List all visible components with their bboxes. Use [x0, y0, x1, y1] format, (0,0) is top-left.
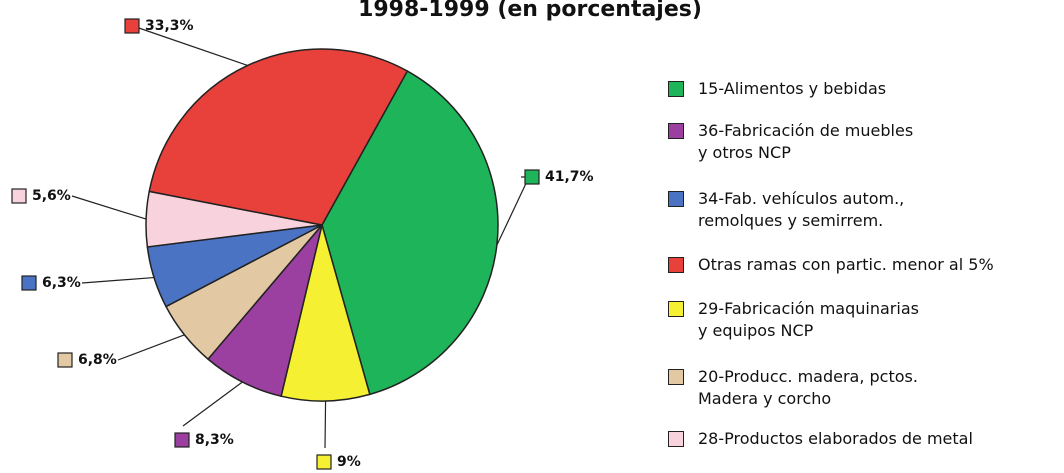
legend-label: Otras ramas con partic. menor al 5% — [698, 255, 994, 274]
legend-label: 36-Fabricación de muebles y otros NCP — [698, 121, 914, 162]
legend-item: 20-Producc. madera, pctos. Madera y corc… — [668, 366, 918, 410]
data-label: 8,3% — [195, 432, 234, 448]
label-swatch — [21, 275, 37, 291]
leader-line — [496, 176, 530, 246]
pie-slice — [321, 70, 499, 396]
leader-line — [182, 381, 243, 427]
label-swatch — [11, 188, 27, 204]
label-swatch — [57, 352, 73, 368]
data-label: 5,6% — [32, 188, 71, 204]
label-swatch — [174, 432, 190, 448]
legend-swatch — [668, 123, 684, 139]
legend-item: 34-Fab. vehículos autom., remolques y se… — [668, 188, 904, 232]
legend-label: 20-Producc. madera, pctos. Madera y corc… — [698, 367, 918, 408]
leader-line — [324, 400, 327, 449]
legend-swatch — [668, 431, 684, 447]
legend-label: 28-Productos elaborados de metal — [698, 429, 973, 448]
data-label: 9% — [337, 454, 361, 470]
data-label: 41,7% — [545, 169, 594, 185]
legend-swatch — [668, 369, 684, 385]
leader-line — [132, 25, 248, 67]
legend-item: 36-Fabricación de muebles y otros NCP — [668, 120, 913, 164]
data-label: 6,8% — [78, 352, 117, 368]
leader-line — [81, 276, 155, 284]
legend-swatch — [668, 81, 684, 97]
legend-item: 15-Alimentos y bebidas — [668, 78, 886, 100]
legend-item: 29-Fabricación maquinarias y equipos NCP — [668, 298, 919, 342]
chart-title: 1998-1999 (en porcentajes) — [358, 0, 702, 22]
pie-slice — [280, 222, 371, 402]
legend-label: 29-Fabricación maquinarias y equipos NCP — [698, 299, 919, 340]
legend-item: Otras ramas con partic. menor al 5% — [668, 254, 994, 276]
legend-item: 28-Productos elaborados de metal — [668, 428, 973, 450]
legend-swatch — [668, 191, 684, 207]
label-swatch — [316, 454, 332, 470]
label-swatch — [124, 18, 140, 34]
data-label: 33,3% — [145, 18, 194, 34]
label-swatch — [524, 169, 540, 185]
legend-swatch — [668, 301, 684, 317]
legend-label: 15-Alimentos y bebidas — [698, 79, 887, 98]
legend-swatch — [668, 257, 684, 273]
legend-label: 34-Fab. vehículos autom., remolques y se… — [698, 189, 905, 230]
leader-line — [117, 334, 185, 361]
leader-line — [71, 195, 147, 220]
data-label: 6,3% — [42, 275, 81, 291]
pie-slice — [148, 48, 409, 226]
